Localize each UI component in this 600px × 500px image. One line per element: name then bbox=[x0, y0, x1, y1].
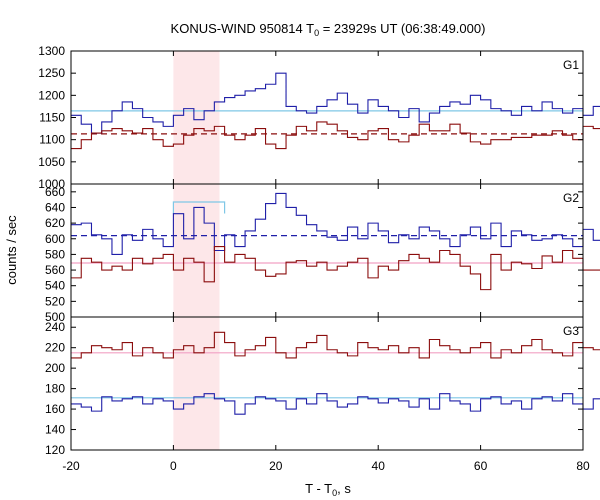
panel-label: G2 bbox=[563, 191, 579, 205]
x-tick-label: 20 bbox=[269, 459, 283, 473]
y-tick-label: 1100 bbox=[39, 133, 65, 147]
chart-title: KONUS-WIND 950814 T0 = 23929s UT (06:38:… bbox=[171, 21, 486, 38]
y-tick-label: 520 bbox=[45, 294, 65, 308]
x-axis-label-subscript: 0 bbox=[332, 488, 337, 498]
y-tick-label: 160 bbox=[45, 402, 65, 416]
plot-area: 1000105011001150120012501300G15005205405… bbox=[38, 44, 600, 473]
chart-title-main: KONUS-WIND 950814 T bbox=[171, 21, 315, 36]
y-tick-label: 1050 bbox=[38, 155, 65, 169]
panel-frame-g2 bbox=[70, 183, 584, 318]
y-tick-label: 240 bbox=[45, 320, 65, 334]
g2-level-box bbox=[172, 201, 226, 214]
y-tick-label: 560 bbox=[45, 263, 65, 277]
g2-series-red bbox=[71, 246, 600, 291]
panel-frame-g3 bbox=[70, 316, 584, 451]
g1-series-red bbox=[71, 121, 600, 150]
y-tick-label: 1000 bbox=[38, 177, 65, 191]
x-tick-label: 0 bbox=[170, 459, 177, 473]
y-tick-label: 1300 bbox=[38, 44, 65, 58]
y-tick-label: 660 bbox=[45, 185, 65, 199]
g3-series-red bbox=[71, 331, 600, 359]
y-tick-label: 1200 bbox=[38, 88, 65, 102]
y-tick-label: 200 bbox=[45, 361, 65, 375]
y-tick-label: 1250 bbox=[38, 66, 65, 80]
y-tick-label: 620 bbox=[45, 216, 65, 230]
chart-title-subscript: 0 bbox=[314, 28, 319, 38]
y-tick-label: 540 bbox=[45, 279, 65, 293]
y-tick-label: 140 bbox=[45, 423, 65, 437]
y-tick-label: 180 bbox=[45, 382, 65, 396]
y-tick-label: 580 bbox=[45, 247, 65, 261]
y-tick-label: 1150 bbox=[39, 111, 65, 125]
panel-label: G3 bbox=[563, 324, 579, 338]
panel-label: G1 bbox=[563, 58, 579, 72]
x-tick-label: 40 bbox=[372, 459, 386, 473]
y-tick-label: 600 bbox=[45, 232, 65, 246]
x-tick-label: -20 bbox=[62, 459, 80, 473]
x-tick-label: 60 bbox=[474, 459, 488, 473]
y-axis-label: counts / sec bbox=[4, 215, 19, 285]
x-axis-label-main: T - T bbox=[305, 481, 332, 496]
x-axis-label: T - T0, s bbox=[305, 481, 351, 498]
y-tick-label: 500 bbox=[45, 310, 65, 324]
y-tick-label: 640 bbox=[45, 200, 65, 214]
y-tick-label: 220 bbox=[45, 341, 65, 355]
x-tick-label: 80 bbox=[576, 459, 590, 473]
g2-series-blue bbox=[71, 192, 600, 255]
g3-series-blue bbox=[71, 393, 600, 415]
chart-title-rest: = 23929s UT (06:38:49.000) bbox=[319, 21, 485, 36]
panel-g3: 120 140 160 180 200 220 240 G3 bbox=[45, 316, 600, 457]
y-tick-label: 120 bbox=[45, 443, 65, 457]
highlight-interval bbox=[173, 51, 220, 450]
panel-g1: 1000 1050 1100 1150 1200 1250 1300 G1 bbox=[38, 44, 600, 191]
x-axis-label-rest: , s bbox=[337, 481, 351, 496]
